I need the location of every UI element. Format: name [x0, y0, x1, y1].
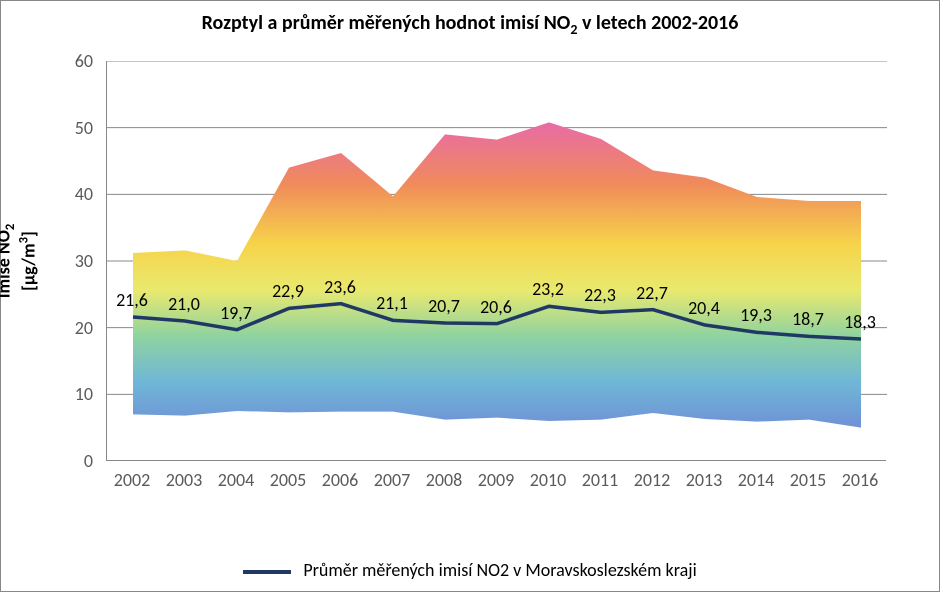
chart-svg [107, 61, 887, 461]
data-label: 20,7 [428, 295, 460, 317]
data-label: 20,6 [480, 296, 512, 318]
y-tick: 20 [75, 317, 93, 339]
data-label: 20,4 [688, 297, 720, 319]
x-tick: 2002 [114, 469, 151, 491]
data-label: 22,3 [584, 284, 616, 306]
y-tick: 0 [84, 450, 93, 472]
x-tick: 2005 [270, 469, 307, 491]
data-label: 18,3 [844, 311, 876, 333]
x-tick: 2013 [686, 469, 723, 491]
data-label: 19,3 [740, 304, 772, 326]
chart-container: Rozptyl a průměr měřených hodnot imisí N… [0, 0, 940, 592]
legend: Průměr měřených imisí NO2 v Moravskoslez… [1, 559, 939, 581]
x-tick: 2004 [218, 469, 255, 491]
x-tick: 2007 [374, 469, 411, 491]
x-tick: 2015 [790, 469, 827, 491]
x-tick: 2006 [322, 469, 359, 491]
dispersion-band [133, 122, 861, 427]
legend-label: Průměr měřených imisí NO2 v Moravskoslez… [303, 559, 696, 581]
data-label: 19,7 [220, 302, 252, 324]
data-label: 23,6 [324, 276, 356, 298]
data-label: 22,9 [272, 280, 304, 302]
x-tick: 2003 [166, 469, 203, 491]
x-tick: 2016 [842, 469, 879, 491]
data-label: 21,0 [168, 293, 200, 315]
x-tick: 2011 [582, 469, 619, 491]
data-label: 18,7 [792, 308, 824, 330]
y-tick: 40 [75, 183, 93, 205]
y-tick: 10 [75, 383, 93, 405]
legend-line-swatch [243, 570, 291, 574]
x-tick: 2014 [738, 469, 775, 491]
y-tick: 50 [75, 117, 93, 139]
x-tick: 2008 [426, 469, 463, 491]
y-tick: 30 [75, 250, 93, 272]
data-label: 21,6 [116, 289, 148, 311]
data-label: 23,2 [532, 278, 564, 300]
y-tick: 60 [75, 50, 93, 72]
x-tick: 2009 [478, 469, 515, 491]
plot-area [106, 61, 886, 461]
x-tick: 2010 [530, 469, 567, 491]
y-axis-label: Imise NO2[μg/m3] [0, 224, 40, 299]
data-label: 22,7 [636, 282, 668, 304]
chart-title: Rozptyl a průměr měřených hodnot imisí N… [1, 11, 939, 38]
x-tick: 2012 [634, 469, 671, 491]
data-label: 21,1 [376, 292, 408, 314]
